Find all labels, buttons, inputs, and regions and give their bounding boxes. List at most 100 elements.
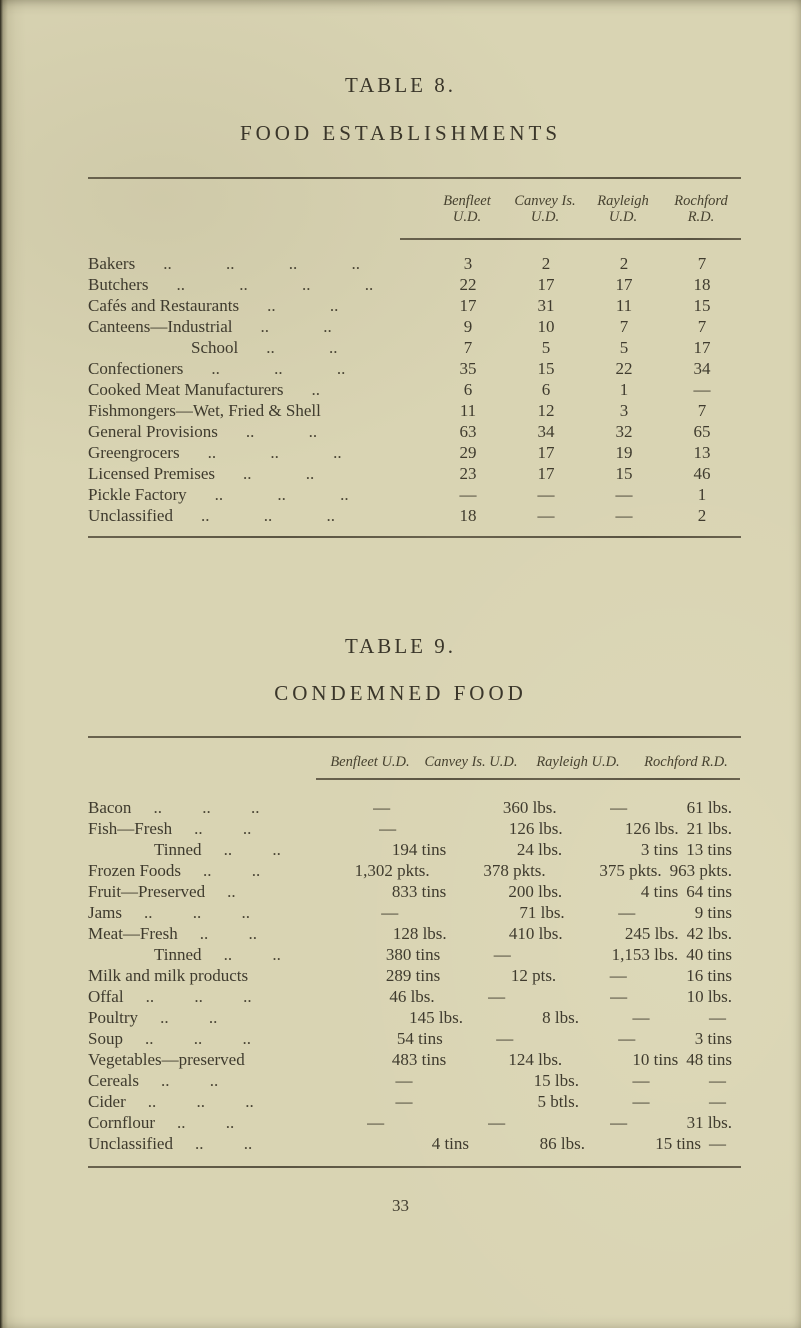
- dot-leader: .. ..: [160, 1071, 219, 1090]
- cell-rayleigh: 1: [619, 380, 629, 399]
- table-row: Cafés and Restaurants.. .. 17 31 11 15: [88, 295, 741, 316]
- cell-rochford: 40 tins: [686, 945, 732, 964]
- dot-leader: .. ..: [260, 317, 332, 336]
- cell-canvey: —: [537, 485, 555, 504]
- cell-rayleigh: 375 pkts.: [599, 861, 662, 880]
- column-header-benfleet: Benfleet U.D.: [330, 754, 410, 770]
- dot-leader: ..: [227, 882, 236, 901]
- row-label: Cider.. .. ..: [88, 1092, 254, 1111]
- cell-canvey: 2: [541, 254, 551, 273]
- row-label: Bakers.. .. .. ..: [88, 254, 360, 273]
- cell-canvey: 12 pts.: [510, 966, 557, 985]
- dot-leader: .. .. ..: [144, 903, 250, 922]
- cell-rochford: 7: [697, 401, 707, 420]
- cell-rochford: 31 lbs.: [686, 1113, 732, 1132]
- dot-leader: .. ..: [194, 1134, 253, 1153]
- cell-rayleigh: —: [618, 1029, 636, 1048]
- cell-canvey: 17: [537, 275, 555, 294]
- cell-rochford: —: [709, 1008, 726, 1027]
- cell-rayleigh: 15 tins: [655, 1134, 701, 1153]
- cell-benfleet: —: [395, 1092, 413, 1111]
- table-row: Confectioners.. .. .. 35 15 22 34: [88, 358, 741, 379]
- row-label: Fishmongers—Wet, Fried & Shell: [88, 401, 321, 420]
- cell-benfleet: 128 lbs.: [392, 924, 447, 943]
- cell-canvey: —: [537, 506, 555, 525]
- table-8-subtitle: FOOD ESTABLISHMENTS: [239, 121, 562, 145]
- cell-benfleet: —: [367, 1113, 385, 1132]
- table-row: Licensed Premises.. .. 23 17 15 46: [88, 463, 741, 484]
- cell-rayleigh: —: [632, 1071, 650, 1090]
- cell-rochford: 42 lbs.: [686, 924, 732, 943]
- cell-rochford: 1: [697, 485, 707, 504]
- cell-rochford: 65: [693, 422, 711, 441]
- cell-canvey: 12: [537, 401, 555, 420]
- cell-benfleet: 3: [463, 254, 473, 273]
- row-label: Cornflour.. ..: [88, 1113, 235, 1132]
- table-9-body: Bacon.. .. .. — 360 lbs. — 61 lbs. Fish—…: [88, 797, 740, 1154]
- dot-leader: .. ..: [245, 422, 318, 441]
- cell-rochford: 16 tins: [686, 966, 732, 985]
- cell-rochford: 13: [693, 443, 711, 462]
- row-label: Confectioners.. .. ..: [88, 359, 346, 378]
- row-label: Bacon.. .. ..: [88, 798, 260, 817]
- table-row: Bakers.. .. .. .. 3 2 2 7: [88, 253, 741, 274]
- cell-rochford: —: [709, 1092, 726, 1111]
- cell-canvey: 24 lbs.: [516, 840, 563, 859]
- cell-rayleigh: —: [632, 1008, 650, 1027]
- cell-rayleigh: 10 tins: [632, 1050, 679, 1069]
- cell-canvey: 6: [541, 380, 551, 399]
- cell-canvey: —: [493, 945, 511, 964]
- table-row: Cooked Meat Manufacturers.. 6 6 1 —: [88, 379, 741, 400]
- cell-benfleet: 23: [459, 464, 477, 483]
- cell-benfleet: —: [395, 1071, 413, 1090]
- column-header-canvey: Canvey Is. U.D.: [424, 754, 518, 770]
- cell-rayleigh: —: [618, 903, 636, 922]
- cell-rayleigh: —: [615, 485, 633, 504]
- cell-benfleet: 22: [459, 275, 477, 294]
- cell-rochford: 7: [697, 317, 707, 336]
- cell-canvey: 126 lbs.: [508, 819, 563, 838]
- cell-rayleigh: 126 lbs.: [624, 819, 679, 838]
- cell-benfleet: 9: [463, 317, 473, 336]
- cell-rayleigh: 7: [619, 317, 629, 336]
- cell-rayleigh: —: [610, 987, 628, 1006]
- row-label: Jams.. .. ..: [88, 903, 250, 922]
- cell-rochford: 7: [697, 254, 707, 273]
- dot-leader: .. ..: [160, 1008, 218, 1027]
- row-label: Poultry.. ..: [88, 1008, 218, 1027]
- cell-benfleet: —: [459, 485, 477, 504]
- cell-canvey: 200 lbs.: [508, 882, 563, 901]
- dot-leader: .. .. ..: [211, 359, 346, 378]
- row-label: Licensed Premises.. ..: [88, 464, 315, 483]
- cell-benfleet: 6: [463, 380, 473, 399]
- cell-rochford: 21 lbs.: [686, 819, 732, 838]
- cell-benfleet: 63: [459, 422, 477, 441]
- cell-rochford: 34: [693, 359, 711, 378]
- cell-rayleigh: 3: [619, 401, 629, 420]
- cell-rayleigh: 245 lbs.: [624, 924, 679, 943]
- table-9-top-rule: [88, 736, 741, 738]
- dot-leader: .. .. ..: [144, 1029, 251, 1048]
- cell-benfleet: 380 tins: [385, 945, 441, 964]
- cell-benfleet: 833 tins: [391, 882, 447, 901]
- table-row: Tinned.. .. 380 tins — 1,153 lbs. 40 tin…: [88, 944, 740, 965]
- cell-benfleet: —: [379, 819, 397, 838]
- row-label: Milk and milk products: [88, 966, 249, 985]
- cell-canvey: —: [488, 1113, 506, 1132]
- table-row: Bacon.. .. .. — 360 lbs. — 61 lbs.: [88, 797, 740, 818]
- cell-rochford: 15: [693, 296, 711, 315]
- cell-canvey: 5 btls.: [537, 1092, 579, 1111]
- table-8-header-rule: [400, 238, 741, 240]
- cell-rayleigh: 11: [615, 296, 633, 315]
- row-label: Offal.. .. ..: [88, 987, 252, 1006]
- row-label: Soup.. .. ..: [88, 1029, 251, 1048]
- cell-rochford: 10 lbs.: [686, 987, 732, 1006]
- cell-canvey: 34: [537, 422, 555, 441]
- row-label: Fruit—Preserved..: [88, 882, 236, 901]
- table-row: Cereals.. .. — 15 lbs. — —: [88, 1070, 740, 1091]
- row-label: General Provisions.. ..: [88, 422, 318, 441]
- cell-benfleet: 145 lbs.: [409, 1008, 463, 1027]
- dot-leader: .. .. .. ..: [176, 275, 374, 294]
- cell-rayleigh: 5: [619, 338, 629, 357]
- row-label: Unclassified.. .. ..: [88, 506, 335, 525]
